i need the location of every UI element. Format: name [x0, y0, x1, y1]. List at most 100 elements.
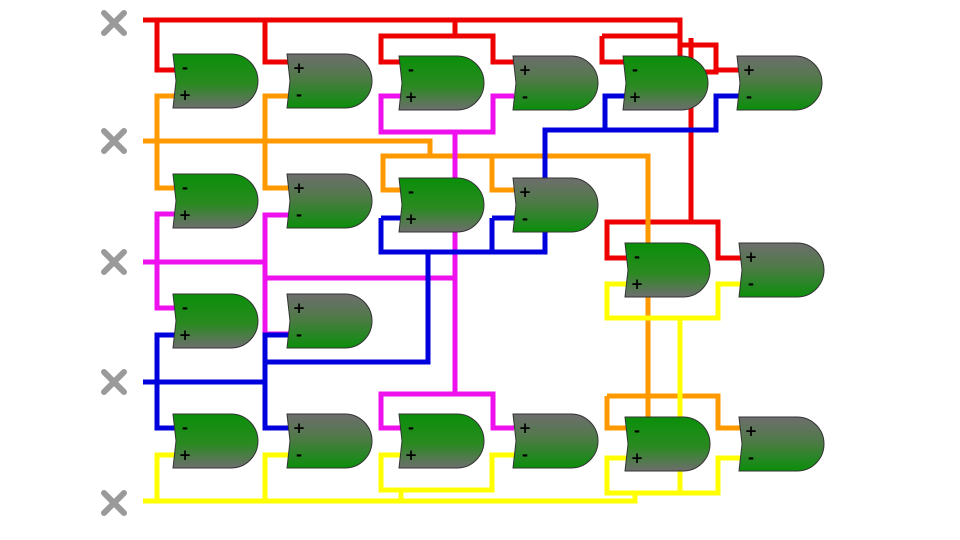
x-mark-icon[interactable]: [101, 490, 127, 516]
gate-bottom-terminal-sign: -: [748, 275, 754, 293]
gate-g7[interactable]: -+: [172, 173, 259, 229]
wires-layer: [143, 17, 742, 504]
wire-red-segment: [599, 36, 626, 65]
gate-body: [398, 177, 485, 233]
gate-body: [738, 242, 825, 298]
gate-body: [736, 55, 823, 111]
wire-yellow-segment: [401, 452, 515, 493]
wire-yellow: [143, 281, 742, 504]
wire-magenta-segment: [154, 262, 176, 311]
gate-g19[interactable]: -+: [624, 416, 711, 472]
gate-top-terminal-sign: +: [745, 422, 758, 440]
gate-bottom-terminal-sign: -: [296, 446, 302, 464]
gate-body: [512, 413, 599, 469]
wire-magenta-segment: [455, 391, 514, 431]
gate-g16[interactable]: +-: [286, 413, 373, 469]
wire-magenta-segment: [262, 262, 290, 337]
gate-top-terminal-sign: +: [293, 419, 306, 437]
wire-red-segment: [262, 20, 290, 65]
wire-yellow-segment: [604, 281, 683, 493]
wire-orange: [143, 93, 742, 431]
gate-g4[interactable]: +-: [512, 55, 599, 111]
gate-body: [172, 413, 259, 469]
gate-g2[interactable]: +-: [286, 53, 373, 109]
gate-body: [286, 53, 373, 109]
gate-g3[interactable]: -+: [398, 55, 485, 111]
gate-g8[interactable]: +-: [286, 173, 373, 229]
wire-yellow-segment: [262, 452, 290, 501]
gate-bottom-terminal-sign: -: [522, 446, 528, 464]
inputs-layer: [101, 10, 127, 516]
gate-bottom-terminal-sign: -: [296, 326, 302, 344]
gate-body: [512, 177, 599, 233]
gate-body: [624, 242, 711, 298]
gate-body: [398, 413, 485, 469]
gate-body: [624, 416, 711, 472]
gate-bottom-terminal-sign: +: [405, 446, 418, 464]
wire-orange-segment: [262, 141, 290, 191]
wire-magenta: [143, 93, 514, 431]
wire-red-segment: [154, 20, 176, 73]
gate-g13[interactable]: -+: [172, 293, 259, 349]
gate-g12[interactable]: +-: [738, 242, 825, 298]
x-mark-icon[interactable]: [101, 10, 127, 36]
gate-bottom-terminal-sign: +: [631, 275, 644, 293]
gate-top-terminal-sign: -: [634, 422, 640, 440]
wire-yellow-segment: [378, 452, 404, 501]
wire-red-segment: [455, 33, 514, 65]
gate-g14[interactable]: +-: [286, 293, 373, 349]
gate-bottom-terminal-sign: +: [631, 449, 644, 467]
wire-yellow-segment: [635, 455, 742, 496]
gate-top-terminal-sign: +: [743, 61, 756, 79]
gate-top-terminal-sign: -: [634, 248, 640, 266]
gate-g15[interactable]: -+: [172, 413, 259, 469]
gate-bottom-terminal-sign: -: [296, 86, 302, 104]
gate-bottom-terminal-sign: +: [179, 326, 192, 344]
wire-orange-segment: [154, 141, 176, 191]
gate-g1[interactable]: -+: [172, 53, 259, 109]
gate-g5[interactable]: -+: [622, 55, 709, 111]
gate-top-terminal-sign: +: [519, 61, 532, 79]
wire-red-segment: [143, 17, 683, 38]
gate-g11[interactable]: -+: [624, 242, 711, 298]
gate-body: [172, 293, 259, 349]
wire-blue-segment: [602, 93, 626, 130]
wire-red-segment: [691, 219, 742, 261]
gate-bottom-terminal-sign: +: [179, 86, 192, 104]
gate-g9[interactable]: -+: [398, 177, 485, 233]
gate-g17[interactable]: -+: [398, 413, 485, 469]
wire-magenta-segment: [455, 93, 514, 135]
wire-blue-segment: [154, 382, 176, 431]
wire-yellow-segment: [154, 452, 176, 501]
gate-body: [622, 55, 709, 111]
gate-top-terminal-sign: +: [293, 179, 306, 197]
x-mark-icon[interactable]: [101, 369, 127, 395]
wire-red-segment: [604, 38, 694, 261]
gate-top-terminal-sign: -: [632, 61, 638, 79]
wire-red-segment: [378, 20, 458, 65]
gate-bottom-terminal-sign: -: [296, 206, 302, 224]
wire-orange-segment: [489, 156, 515, 193]
wire-blue-segment: [262, 382, 290, 431]
gate-g20[interactable]: +-: [738, 416, 825, 472]
wire-magenta-segment: [154, 211, 176, 262]
wire-orange-segment: [262, 93, 290, 141]
x-mark-icon[interactable]: [101, 128, 127, 154]
gates-layer: -++--++--++--++--++--++--++--++--++--++-: [172, 53, 825, 472]
gate-top-terminal-sign: -: [408, 183, 414, 201]
wire-orange-segment: [607, 393, 742, 431]
gate-g6[interactable]: +-: [736, 55, 823, 111]
wire-yellow-segment: [680, 281, 742, 321]
gate-g10[interactable]: +-: [512, 177, 599, 233]
gate-body: [172, 173, 259, 229]
gate-top-terminal-sign: +: [519, 419, 532, 437]
wire-blue-segment: [143, 332, 290, 385]
x-mark-icon[interactable]: [101, 249, 127, 275]
wire-red-segment: [713, 45, 740, 73]
gate-bottom-terminal-sign: +: [179, 206, 192, 224]
gate-g18[interactable]: +-: [512, 413, 599, 469]
gate-top-terminal-sign: -: [182, 59, 188, 77]
wire-orange-segment: [430, 153, 651, 428]
wire-blue-segment: [378, 218, 428, 255]
